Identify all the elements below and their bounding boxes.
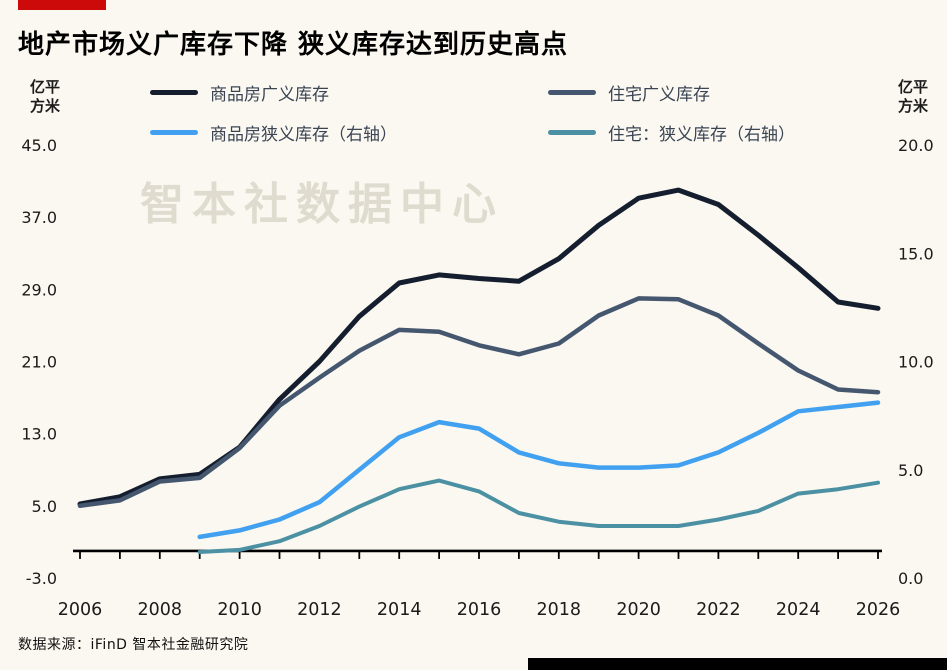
legend-label: 住宅广义库存	[608, 85, 710, 105]
x-axis-year-label: 2012	[297, 600, 342, 620]
series-line-3	[197, 478, 880, 554]
right-axis-unit: 亿平 方米	[898, 78, 928, 116]
chart-title: 地产市场义广库存下降 狭义库存达到历史高点	[18, 30, 569, 60]
left-axis-unit-line2: 方米	[30, 97, 61, 115]
left-axis-tick-label: 45.0	[21, 136, 57, 155]
legend-swatch	[150, 130, 198, 135]
x-axis-year-label: 2024	[776, 600, 821, 620]
x-axis-year-label: 2022	[696, 600, 741, 620]
legend-swatch	[150, 90, 198, 95]
x-axis-year-label: 2020	[616, 600, 661, 620]
series-line-1	[77, 296, 881, 509]
left-axis-unit-line1: 亿平	[30, 78, 61, 96]
left-axis-tick-label: 29.0	[21, 280, 57, 299]
red-accent-bar	[18, 0, 106, 10]
left-axis-tick-label: 13.0	[21, 425, 57, 444]
right-axis-tick-label: 20.0	[898, 136, 934, 155]
legend-item: 商品房广义库存	[150, 80, 548, 105]
left-axis-tick-label: -3.0	[26, 569, 57, 588]
right-axis-tick-label: 5.0	[898, 461, 923, 480]
x-axis-year-label: 2006	[58, 600, 103, 620]
legend-label: 商品房广义库存	[210, 85, 329, 105]
legend-swatch	[548, 90, 596, 95]
left-axis-tick-label: 21.0	[21, 353, 57, 372]
legend-item: 住宅广义库存	[548, 80, 890, 105]
x-axis-year-label: 2026	[856, 600, 901, 620]
right-axis-tick-label: 10.0	[898, 353, 934, 372]
right-axis-tick-label: 15.0	[898, 244, 934, 263]
left-axis-tick-label: 5.0	[32, 497, 57, 516]
legend-item: 商品房狭义库存（右轴）	[150, 120, 548, 145]
x-axis-year-label: 2018	[537, 600, 582, 620]
legend-swatch	[548, 130, 596, 135]
bottom-black-bar	[528, 658, 947, 670]
right-axis-tick-label: 0.0	[898, 569, 923, 588]
legend: 商品房广义库存 住宅广义库存商品房狭义库存（右轴） 住宅：狭义库存（右轴）	[150, 80, 890, 145]
legend-item: 住宅：狭义库存（右轴）	[548, 120, 890, 145]
x-axis-year-label: 2008	[138, 600, 183, 620]
right-axis-unit-line2: 方米	[898, 97, 929, 115]
left-axis-tick-label: 37.0	[21, 208, 57, 227]
right-axis-unit-line1: 亿平	[898, 78, 929, 96]
x-axis-year-label: 2016	[457, 600, 502, 620]
x-axis-year-label: 2010	[217, 600, 262, 620]
legend-label: 商品房狭义库存（右轴）	[210, 125, 397, 145]
x-axis-year-label: 2014	[377, 600, 422, 620]
data-source: 数据来源：iFinD 智本社金融研究院	[18, 637, 249, 653]
left-axis-unit: 亿平 方米	[30, 78, 60, 116]
legend-label: 住宅：狭义库存（右轴）	[608, 125, 795, 145]
series-line-2	[197, 400, 881, 540]
